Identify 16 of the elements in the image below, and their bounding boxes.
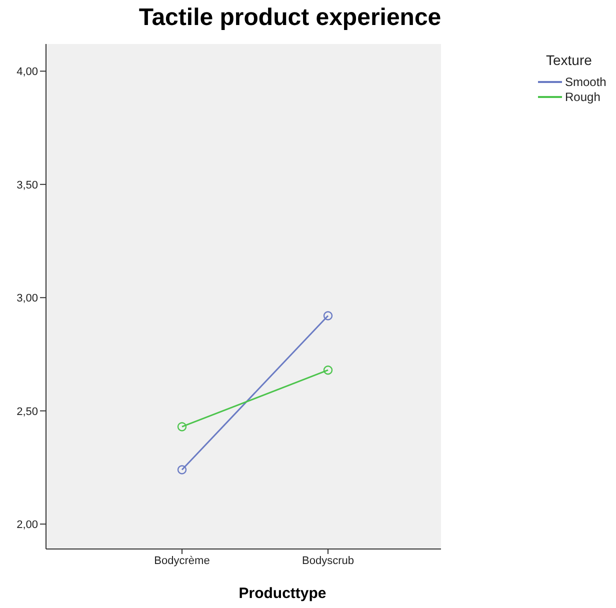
point [177, 465, 187, 474]
x-tick-label: Bodyscrub [302, 554, 354, 567]
legend-label: Smooth [565, 74, 606, 88]
point [323, 366, 333, 375]
point [323, 311, 333, 320]
legend-title: Texture [546, 52, 593, 68]
point [177, 422, 187, 432]
y-tick-label: 2,50 [16, 406, 38, 418]
y-tick-label: 4,00 [16, 66, 38, 78]
y-tick-label: 2,00 [16, 518, 38, 531]
y-tick-label: 3,00 [16, 292, 38, 305]
legend-label: Rough [565, 90, 600, 104]
x-axis-title: Producttype [238, 585, 328, 602]
y-tick-label: 3,50 [16, 179, 38, 192]
chart-title: Tactile product experience [138, 4, 442, 32]
x-tick-label: Bodycrème [154, 554, 210, 567]
